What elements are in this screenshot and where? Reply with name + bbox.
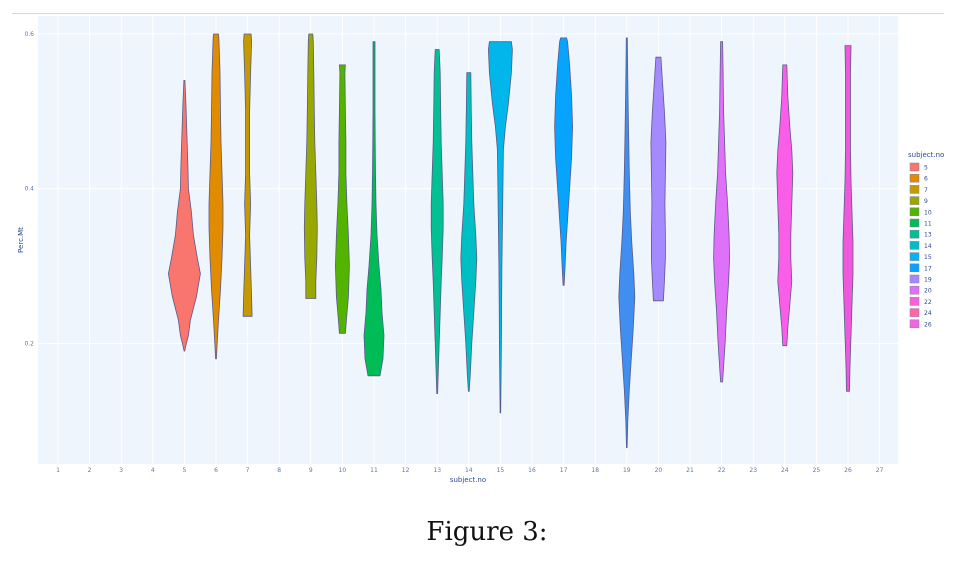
legend-label: 5 <box>924 165 928 172</box>
legend-items: 5 6 7 9 10 11 13 14 15 17 19 20 22 24 26 <box>909 162 932 329</box>
x-tick-label: 25 <box>813 467 821 474</box>
violin-subject-9 <box>303 33 318 299</box>
violin-subject-24 <box>776 64 794 347</box>
legend-label: 6 <box>924 176 928 183</box>
x-tick-label: 14 <box>465 467 473 474</box>
violin-subject-11 <box>363 41 385 377</box>
legend-swatch <box>909 162 920 172</box>
x-tick-label: 10 <box>339 467 347 474</box>
legend-swatch <box>909 207 920 217</box>
violin-subject-5 <box>168 80 201 352</box>
violin-subject-6 <box>208 33 224 360</box>
x-tick-label: 3 <box>119 467 123 474</box>
violin-subject-26 <box>842 45 854 392</box>
y-tick-labels: 0.2 0.4 0.6 <box>24 31 34 347</box>
violin-subject-13 <box>430 49 444 394</box>
x-tick-label: 19 <box>623 467 631 474</box>
legend-label: 24 <box>924 310 932 317</box>
legend-label: 19 <box>924 277 932 284</box>
x-tick-label: 18 <box>591 467 599 474</box>
y-tick-label: 0.4 <box>24 186 34 193</box>
violin-subject-14 <box>460 72 478 392</box>
top-rule <box>12 13 944 14</box>
legend-swatch <box>909 319 920 329</box>
legend-swatch <box>909 196 920 205</box>
legend-swatch <box>909 308 920 317</box>
legend-label: 10 <box>924 209 932 216</box>
x-axis-title: subject.no <box>450 476 486 484</box>
legend-swatch <box>909 297 920 306</box>
x-tick-labels: 1 2 3 4 5 6 7 8 9 10 11 12 13 14 15 16 17 18 19 20 21 22 23 24 2… <box>56 467 884 474</box>
violin-subject-17 <box>554 37 573 286</box>
legend-label: 9 <box>924 198 928 205</box>
x-tick-label: 7 <box>246 467 250 474</box>
legend-swatch <box>909 285 920 295</box>
x-tick-label: 1 <box>56 467 60 474</box>
y-tick-label: 0.6 <box>24 31 34 38</box>
legend-label: 7 <box>924 187 928 194</box>
legend-swatch <box>909 263 920 273</box>
violin-chart: 1 2 3 4 5 6 7 8 9 10 11 12 13 14 15 16 17 18 19 20 21 22 23 24 2… <box>17 16 944 484</box>
x-tick-label: 20 <box>655 467 663 474</box>
legend-swatch <box>909 173 920 183</box>
x-tick-label: 8 <box>277 467 281 474</box>
violin-subject-10 <box>335 64 350 334</box>
legend-label: 14 <box>924 243 932 250</box>
x-tick-label: 2 <box>88 467 92 474</box>
legend-label: 26 <box>924 321 932 328</box>
figure-caption: Figure 3: <box>426 517 548 547</box>
legend-label: 17 <box>924 265 932 272</box>
x-tick-label: 24 <box>781 467 789 474</box>
legend: subject.no 5 6 7 9 10 11 13 14 15 17 19 20 22 24 26 <box>908 151 944 328</box>
y-tick-label: 0.2 <box>24 340 34 347</box>
legend-title: subject.no <box>908 151 944 159</box>
legend-swatch <box>909 218 920 228</box>
y-axis-title: Perc.Mt <box>17 227 25 253</box>
x-tick-label: 11 <box>370 467 378 474</box>
legend-label: 15 <box>924 254 932 261</box>
legend-label: 22 <box>924 299 932 306</box>
legend-label: 20 <box>924 288 932 295</box>
legend-label: 11 <box>924 221 932 228</box>
legend-swatch <box>909 185 920 194</box>
violin-subject-7 <box>242 33 253 317</box>
x-tick-label: 16 <box>528 467 536 474</box>
x-tick-label: 15 <box>497 467 505 474</box>
x-tick-label: 6 <box>214 467 218 474</box>
legend-swatch <box>909 229 920 239</box>
x-tick-label: 22 <box>718 467 726 474</box>
x-tick-label: 9 <box>309 467 313 474</box>
violin-subject-15 <box>488 41 513 414</box>
x-tick-label: 13 <box>433 467 441 474</box>
x-tick-label: 4 <box>151 467 155 474</box>
x-tick-label: 12 <box>402 467 410 474</box>
x-tick-label: 23 <box>749 467 757 474</box>
legend-swatch <box>909 274 920 284</box>
x-tick-label: 5 <box>182 467 186 474</box>
violin-subject-22 <box>713 41 730 383</box>
x-tick-label: 21 <box>686 467 694 474</box>
violin-subject-19 <box>618 37 636 449</box>
legend-swatch <box>909 241 920 250</box>
legend-swatch <box>909 252 920 261</box>
x-tick-label: 27 <box>876 467 884 474</box>
violins <box>168 33 854 449</box>
violin-subject-20 <box>650 56 667 302</box>
x-tick-label: 26 <box>844 467 852 474</box>
x-tick-label: 17 <box>560 467 568 474</box>
legend-label: 13 <box>924 232 932 239</box>
